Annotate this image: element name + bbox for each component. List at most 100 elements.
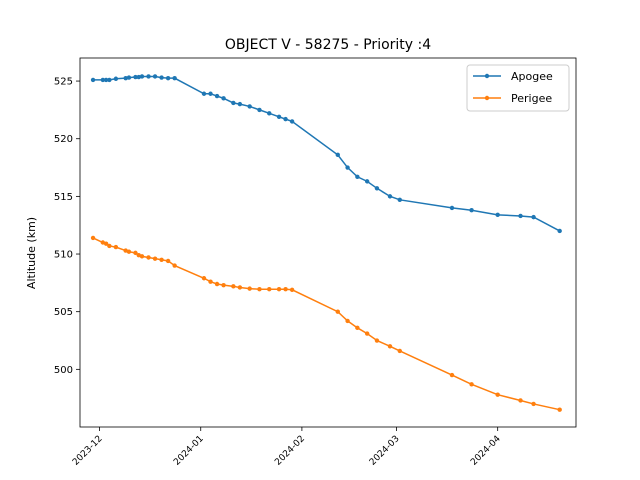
- x-axis: 2023-12 2024-01 2024-02 2024-03 2024-04: [71, 427, 503, 468]
- perigee-point: [335, 309, 340, 314]
- y-tick-label: 505: [54, 307, 73, 318]
- apogee-series-line: [93, 75, 561, 232]
- perigee-point: [449, 372, 455, 378]
- apogee-point: [283, 116, 288, 122]
- apogee-point: [397, 197, 402, 203]
- apogee-point: [231, 100, 236, 106]
- y-tick-label: 510: [54, 250, 73, 261]
- perigee-point: [387, 344, 393, 349]
- apogee-point: [374, 186, 380, 191]
- apogee-point: [335, 152, 340, 158]
- y-axis: 500 505 510 515 520 525: [54, 77, 80, 376]
- y-tick-label: 525: [54, 77, 73, 88]
- y-tick-label: 515: [54, 192, 73, 203]
- perigee-point: [531, 401, 536, 407]
- perigee-point: [231, 284, 236, 289]
- apogee-point: [159, 75, 164, 80]
- apogee-point: [107, 77, 112, 83]
- apogee-point: [387, 194, 393, 199]
- perigee-point: [208, 279, 213, 284]
- perigee-point: [557, 407, 562, 412]
- perigee-point: [159, 257, 164, 262]
- perigee-point: [247, 286, 252, 291]
- perigee-point: [103, 241, 109, 246]
- apogee-point: [136, 74, 141, 80]
- perigee-point: [113, 244, 119, 250]
- apogee-point: [139, 74, 145, 79]
- perigee-point: [237, 285, 243, 290]
- perigee-point: [201, 276, 207, 281]
- perigee-point: [495, 392, 500, 397]
- perigee-series-line: [92, 237, 560, 411]
- legend: Apogee Perigee: [466, 64, 570, 112]
- plot-area: [90, 74, 562, 412]
- apogee-point: [146, 74, 151, 79]
- apogee-point: [126, 75, 132, 80]
- y-tick-label: 500: [54, 365, 73, 376]
- apogee-point: [133, 74, 138, 80]
- apogee-point: [172, 75, 177, 81]
- perigee-point: [267, 287, 272, 292]
- apogee-legend-marker: [484, 73, 490, 79]
- perigee-point: [126, 249, 132, 254]
- apogee-point: [103, 77, 109, 83]
- perigee-point: [165, 258, 171, 264]
- perigee-point: [107, 243, 112, 249]
- perigee-point: [364, 331, 370, 336]
- perigee-point: [146, 255, 151, 260]
- perigee-point: [90, 235, 96, 241]
- apogee-point: [152, 74, 158, 79]
- apogee-point: [364, 179, 370, 184]
- y-tick-label: 520: [54, 134, 73, 145]
- perigee-legend-marker: [484, 95, 490, 101]
- perigee-point: [283, 287, 288, 292]
- perigee-point: [469, 382, 474, 387]
- apogee-point: [257, 107, 262, 113]
- apogee-point: [100, 77, 106, 83]
- apogee-point: [557, 228, 562, 234]
- x-tick-label: 2024-04: [469, 434, 503, 468]
- apogee-point: [518, 213, 523, 219]
- perigee-point: [345, 318, 350, 324]
- apogee-point: [214, 93, 220, 99]
- perigee-point: [276, 287, 282, 292]
- perigee-point: [214, 281, 220, 287]
- apogee-point: [123, 75, 128, 81]
- apogee-point: [276, 114, 282, 120]
- apogee-point: [289, 119, 295, 124]
- apogee-point: [221, 96, 226, 101]
- perigee-point: [397, 348, 402, 354]
- perigee-point: [374, 338, 380, 343]
- x-tick-label: 2023-12: [71, 434, 105, 468]
- apogee-point: [355, 174, 360, 179]
- x-tick-label: 2024-03: [368, 434, 402, 468]
- perigee-point: [133, 250, 138, 256]
- apogee-point: [237, 101, 243, 107]
- apogee-point: [208, 91, 213, 96]
- y-axis-label: Altitude (km): [25, 217, 38, 289]
- perigee-legend-label: Perigee: [511, 92, 552, 105]
- apogee-point: [345, 165, 350, 170]
- apogee-point: [201, 91, 207, 96]
- apogee-point: [495, 212, 500, 218]
- x-tick-label: 2024-02: [273, 434, 307, 468]
- apogee-point: [469, 208, 474, 213]
- perigee-point: [172, 263, 177, 268]
- perigee-point: [152, 256, 158, 261]
- chart-title: OBJECT V - 58275 - Priority :4: [225, 37, 431, 53]
- apogee-point: [267, 111, 272, 116]
- apogee-point: [247, 104, 252, 109]
- apogee-point: [531, 214, 536, 220]
- perigee-point: [355, 325, 360, 331]
- apogee-legend-label: Apogee: [511, 70, 553, 83]
- axes-frame: [79, 57, 577, 428]
- apogee-point: [90, 77, 96, 83]
- apogee-point: [113, 76, 119, 81]
- perigee-point: [221, 282, 226, 288]
- perigee-point: [257, 287, 262, 292]
- perigee-point: [518, 398, 523, 403]
- perigee-point: [139, 254, 145, 259]
- apogee-point: [449, 205, 455, 211]
- perigee-point: [289, 287, 295, 292]
